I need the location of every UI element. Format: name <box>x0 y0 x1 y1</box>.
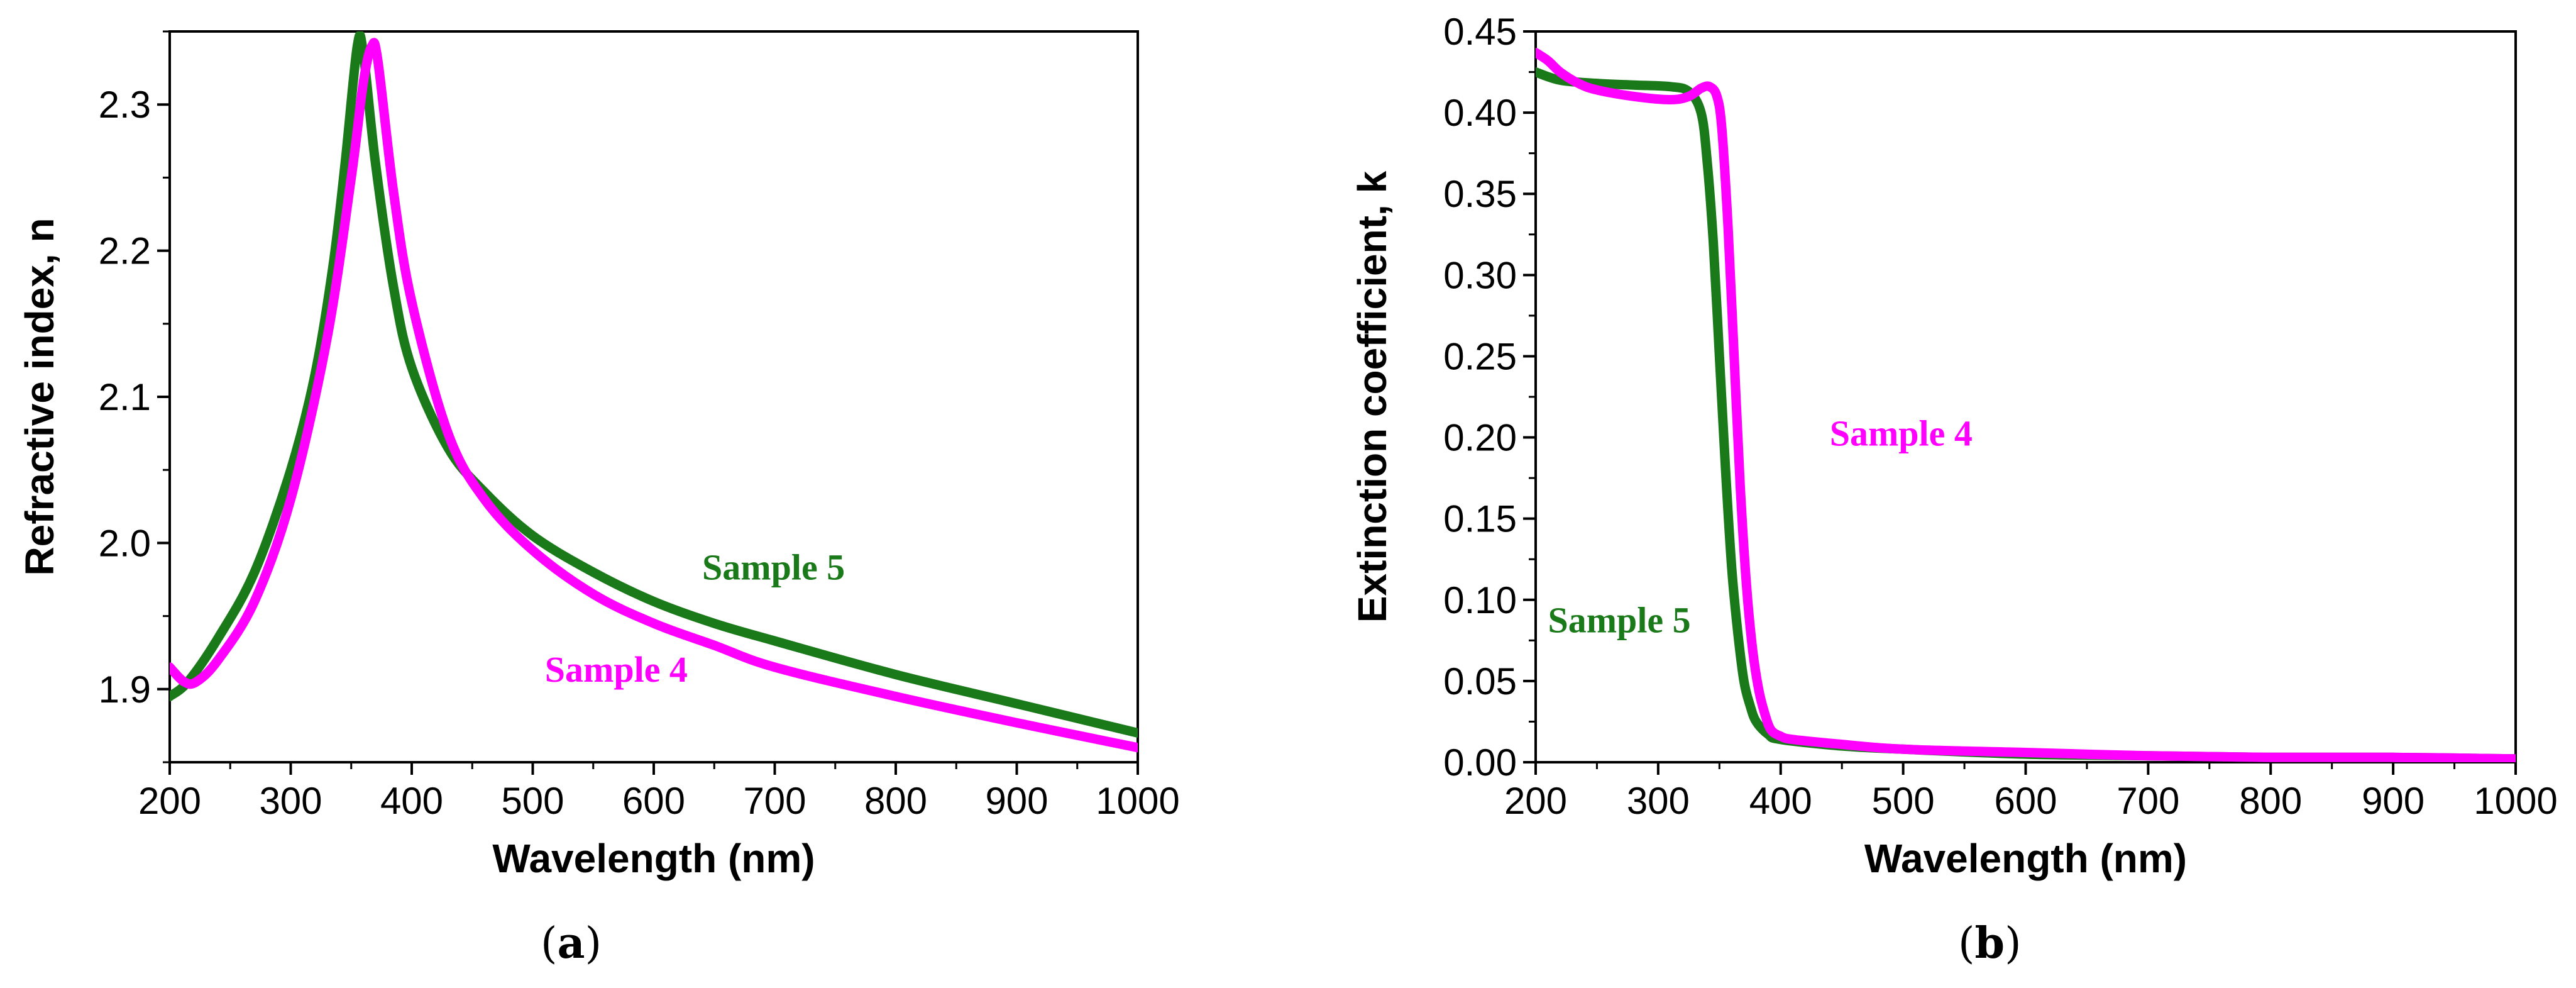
x-tick-label: 300 <box>259 780 322 822</box>
y-tick-label: 2.3 <box>99 84 151 126</box>
x-tick-label: 300 <box>1627 780 1690 822</box>
y-tick-label: 2.0 <box>99 522 151 564</box>
x-tick-label: 500 <box>501 780 564 822</box>
series-label-sample-5: Sample 5 <box>1548 599 1690 640</box>
y-tick-label: 0.00 <box>1443 741 1517 784</box>
y-tick-label: 0.40 <box>1443 92 1517 134</box>
y-tick-label: 0.10 <box>1443 579 1517 621</box>
x-tick-label: 1000 <box>2474 780 2557 822</box>
y-axis-label: Refractive index, n <box>17 218 62 575</box>
x-tick-label: 900 <box>985 780 1048 822</box>
chart-a: 200 300 400 500 600 700 800 900 1000 1.9 2.0 2.1 2.2… <box>17 30 1180 881</box>
x-tick-label: 200 <box>1504 780 1567 822</box>
x-tick-label: 600 <box>622 780 685 822</box>
x-tick-label: 400 <box>1749 780 1812 822</box>
x-tick-label: 700 <box>743 780 806 822</box>
y-tick-label: 0.45 <box>1443 11 1517 53</box>
y-axis-label: Extinction coefficient, k <box>1350 170 1395 623</box>
y-tick-label: 2.1 <box>99 376 151 418</box>
y-tick-label: 0.25 <box>1443 335 1517 377</box>
y-tick-label: 0.20 <box>1443 417 1517 459</box>
y-tick-label: 0.05 <box>1443 660 1517 702</box>
series-label-sample-5: Sample 5 <box>702 547 845 588</box>
panel-caption-b: (b) <box>1958 918 2022 969</box>
y-tick-label: 0.35 <box>1443 173 1517 215</box>
x-tick-label: 500 <box>1872 780 1935 822</box>
x-tick-label: 1000 <box>1096 780 1179 822</box>
x-tick-label: 900 <box>2362 780 2425 822</box>
y-tick-label: 2.2 <box>99 230 151 272</box>
panel-caption-a: (a) <box>541 918 602 969</box>
series-line-sample-4 <box>170 38 1138 753</box>
series-label-sample-4: Sample 4 <box>1830 413 1973 453</box>
series-line-sample-4 <box>1536 48 2516 762</box>
x-tick-label: 700 <box>2116 780 2179 822</box>
x-tick-label: 400 <box>380 780 443 822</box>
x-tick-label: 800 <box>2239 780 2302 822</box>
series-line-sample-5 <box>170 31 1138 738</box>
y-tick-label: 0.30 <box>1443 254 1517 296</box>
chart-b: 200 300 400 500 600 700 800 900 1000 0.00 0.05 0.10… <box>1350 11 2558 881</box>
series-line-sample-5 <box>1536 67 2516 762</box>
x-tick-label: 800 <box>864 780 927 822</box>
y-tick-label: 1.9 <box>99 669 151 711</box>
x-axis-label: Wavelength (nm) <box>492 836 815 881</box>
x-tick-label: 600 <box>1994 780 2057 822</box>
plot-frame <box>1534 30 2517 763</box>
series-label-sample-4: Sample 4 <box>545 649 688 690</box>
x-tick-label: 200 <box>138 780 201 822</box>
y-tick-label: 0.15 <box>1443 498 1517 540</box>
x-axis-label: Wavelength (nm) <box>1864 836 2187 881</box>
